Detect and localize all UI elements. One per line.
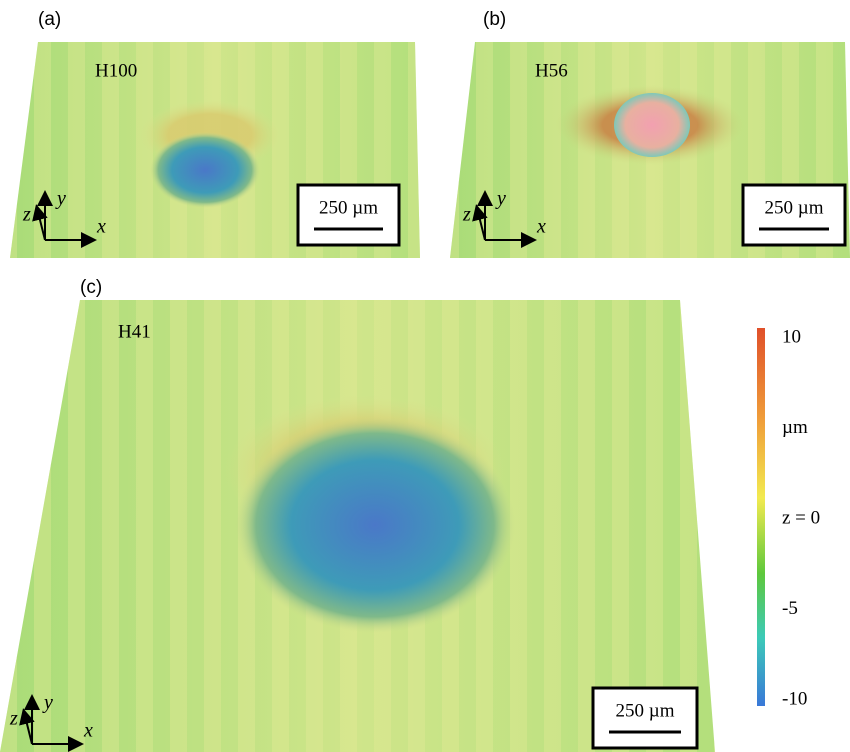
colorbar-tick-label: 10	[782, 326, 801, 347]
feature	[614, 93, 690, 157]
axis-label: y	[55, 188, 66, 210]
axis-label: x	[96, 216, 106, 238]
colorbar-tick-label: -10	[782, 688, 807, 709]
sample-name: H41	[118, 321, 151, 342]
colorbar-gradient	[757, 328, 765, 706]
scale-bar-label: 250 µm	[765, 197, 824, 218]
sample-name: H56	[535, 60, 568, 81]
feature	[150, 132, 260, 208]
panel: (c) H41 250 µm x y z	[0, 277, 715, 752]
axis-label: z	[462, 204, 471, 226]
axis-label: y	[42, 692, 53, 714]
panel-label: (a)	[38, 9, 61, 30]
feature	[235, 417, 515, 633]
figure: (a) H100 250 µm x y z (b) H56 250 µm x y z (c) H41 250…	[0, 0, 850, 752]
scale-bar-label: 250 µm	[616, 700, 675, 721]
axis-label: y	[495, 188, 506, 210]
scale-bar-label: 250 µm	[319, 197, 378, 218]
colorbar: 10 z = 0 -5 -10 µm	[757, 326, 820, 709]
colorbar-tick-label: z = 0	[782, 507, 820, 528]
sample-name: H100	[95, 60, 137, 81]
panel-label: (c)	[80, 277, 102, 298]
panels: (a) H100 250 µm x y z (b) H56 250 µm x y z (c) H41 250…	[0, 9, 850, 752]
axis-label: x	[83, 720, 93, 742]
colorbar-tick-label: -5	[782, 598, 798, 619]
panel: (b) H56 250 µm x y z	[450, 9, 850, 258]
panel-label: (b)	[483, 9, 506, 30]
axis-label: z	[9, 708, 18, 730]
colorbar-unit: µm	[782, 417, 808, 438]
axis-label: x	[536, 216, 546, 238]
axis-label: z	[22, 204, 31, 226]
panel: (a) H100 250 µm x y z	[10, 9, 420, 258]
